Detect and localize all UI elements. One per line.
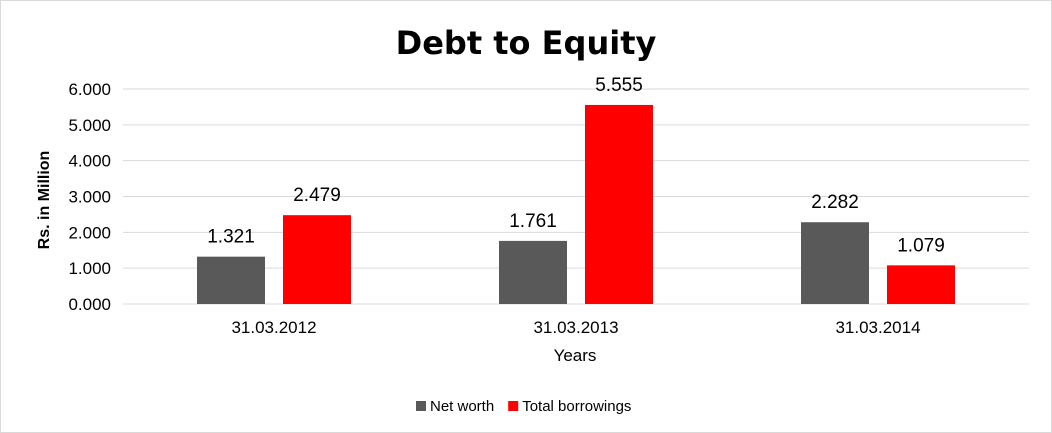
x-tick-label: 31.03.2012 — [231, 318, 316, 337]
data-label: 1.761 — [509, 211, 557, 232]
chart-title: Debt to Equity — [396, 24, 657, 62]
y-tick-label: 2.000 — [68, 223, 111, 242]
bar — [585, 104, 653, 304]
bars — [197, 104, 955, 304]
y-tick-label: 5.000 — [68, 116, 111, 135]
y-tick-label: 1.000 — [68, 259, 111, 278]
gridlines — [123, 88, 1029, 305]
legend-swatch — [416, 401, 426, 411]
data-labels: 1.321 2.479 1.761 5.555 2.282 1.079 — [207, 75, 945, 256]
legend-label: Total borrowings — [522, 398, 631, 415]
data-label: 2.479 — [293, 185, 341, 206]
x-axis-title: Years — [554, 346, 597, 365]
bar — [887, 265, 955, 304]
data-label: 5.555 — [595, 75, 643, 96]
legend-swatch — [508, 401, 519, 411]
legend-label: Net worth — [430, 398, 494, 415]
bar — [801, 222, 869, 304]
y-tick-labels: 0.000 1.000 2.000 3.000 4.000 5.000 6.000 — [68, 80, 111, 314]
y-tick-label: 6.000 — [68, 80, 111, 99]
data-label: 1.321 — [207, 227, 255, 248]
legend: Net worth Total borrowings — [416, 398, 631, 415]
data-label: 2.282 — [811, 192, 859, 213]
x-tick-label: 31.03.2013 — [533, 318, 618, 337]
y-tick-label: 3.000 — [68, 188, 111, 207]
bar — [499, 240, 567, 304]
bar — [283, 215, 351, 304]
y-axis-title: Rs. in Million — [36, 151, 53, 250]
y-tick-label: 4.000 — [68, 152, 111, 171]
x-tick-labels: 31.03.2012 31.03.2013 31.03.2014 — [231, 318, 920, 337]
bar — [197, 256, 265, 304]
y-tick-label: 0.000 — [68, 295, 111, 314]
x-tick-label: 31.03.2014 — [835, 318, 920, 337]
data-label: 1.079 — [897, 235, 945, 256]
